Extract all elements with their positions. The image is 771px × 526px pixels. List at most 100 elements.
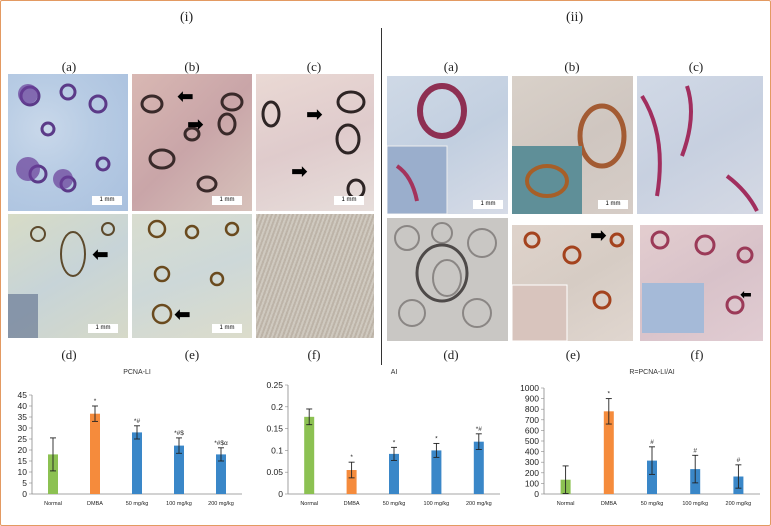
scale-bar: 1 mm: [598, 200, 628, 209]
scale-bar: 1 mm: [334, 196, 364, 205]
micrograph-i-b: ⬅ ➡ 1 mm: [132, 74, 252, 211]
y-tick-label: 25: [18, 434, 28, 444]
chart-title: PCNA-LI: [123, 369, 151, 376]
x-tick-label: Normal: [44, 501, 62, 507]
bar: [304, 416, 315, 494]
y-tick-label: 20: [18, 445, 28, 455]
y-tick-label: 100: [525, 478, 539, 488]
chart-title: AI: [391, 369, 398, 376]
micrograph-ii-a: 1 mm: [387, 76, 508, 214]
x-tick-label: 200 mg/kg: [208, 501, 234, 507]
micrograph-ii-d: [387, 218, 508, 341]
section-label-right: (ii): [566, 10, 584, 25]
significance-label: #: [737, 457, 741, 464]
significance-label: #: [693, 447, 697, 454]
scale-bar: 1 mm: [473, 200, 503, 209]
y-tick-label: 0.15: [266, 424, 283, 434]
y-tick-label: 40: [18, 401, 28, 411]
arrow-icon: ⬅: [174, 302, 191, 326]
chart-ratio: R=PCNA-LI/AI 0100200300400500600700800900…: [520, 369, 760, 507]
y-tick-label: 0: [22, 489, 27, 499]
bar: [216, 454, 226, 494]
chart-ai: AI 0 0.05 0.1 0.15 0.2 0.25 Normal * DMBA * 50 mg/k…: [266, 369, 500, 507]
y-tick-label: 35: [18, 412, 28, 422]
significance-label: *#$α: [214, 440, 228, 447]
panel-label-if: (f): [307, 347, 321, 362]
panel-label-ic: (c): [306, 59, 322, 74]
y-tick-label: 800: [525, 404, 539, 414]
x-tick-label: DMBA: [87, 501, 103, 507]
panel-label-iif: (f): [690, 347, 704, 362]
x-tick-label: 100 mg/kg: [166, 501, 192, 507]
arrow-icon: ⬅: [92, 242, 109, 266]
panel-label-ie: (e): [184, 347, 200, 362]
bar: [90, 413, 100, 494]
significance-label: *#: [134, 418, 141, 425]
x-tick-label: 100 mg/kg: [682, 501, 708, 507]
bar: [389, 453, 399, 494]
y-tick-label: 600: [525, 425, 539, 435]
micrograph-i-a: 1 mm: [8, 74, 128, 211]
panel-label-iid: (d): [443, 347, 459, 362]
x-tick-label: Normal: [300, 501, 318, 507]
x-tick-label: 200 mg/kg: [466, 501, 492, 507]
y-tick-label: 200: [525, 468, 539, 478]
y-tick-label: 700: [525, 415, 539, 425]
significance-label: *: [435, 435, 438, 442]
micrograph-ii-b: 1 mm: [512, 76, 633, 214]
y-tick-label: 15: [18, 456, 28, 466]
scale-bar: 1 mm: [212, 196, 242, 205]
x-tick-label: 50 mg/kg: [126, 501, 149, 507]
y-tick-label: 300: [525, 457, 539, 467]
panel-label-ia: (a): [61, 59, 77, 74]
significance-label: *: [608, 391, 611, 398]
x-tick-label: 100 mg/kg: [424, 501, 450, 507]
y-tick-label: 0.2: [271, 402, 283, 412]
panel-label-iie: (e): [565, 347, 581, 362]
y-tick-label: 5: [22, 478, 27, 488]
arrow-icon: ➡: [306, 102, 323, 126]
x-tick-label: DMBA: [344, 501, 360, 507]
significance-label: *: [94, 398, 97, 405]
micrograph-i-f: [256, 214, 374, 338]
panel-label-iib: (b): [564, 59, 580, 74]
y-tick-label: 400: [525, 447, 539, 457]
x-tick-label: DMBA: [601, 501, 617, 507]
y-tick-label: 0.25: [266, 380, 283, 390]
significance-label: *: [393, 439, 396, 446]
scale-bar: 1 mm: [92, 196, 122, 205]
y-tick-label: 0.05: [266, 467, 283, 477]
section-label-left: (i): [180, 10, 194, 25]
arrow-icon: ⬅: [740, 287, 752, 303]
scale-bar: 1 mm: [88, 324, 118, 333]
chart-title: R=PCNA-LI/AI: [629, 369, 674, 376]
bar: [431, 450, 442, 494]
bar: [473, 441, 484, 494]
y-tick-label: 10: [18, 467, 28, 477]
bar: [647, 460, 657, 494]
y-tick-label: 900: [525, 394, 539, 404]
x-tick-label: 50 mg/kg: [383, 501, 406, 507]
y-tick-label: 0: [534, 489, 539, 499]
significance-label: *#: [476, 426, 483, 433]
y-tick-label: 500: [525, 436, 539, 446]
x-tick-label: 50 mg/kg: [641, 501, 664, 507]
arrow-icon: ⬅: [177, 84, 194, 108]
micrograph-i-e: ⬅ 1 mm: [132, 214, 252, 338]
significance-label: #: [650, 439, 654, 446]
y-tick-label: 1000: [520, 383, 539, 393]
scale-bar: 1 mm: [212, 324, 242, 333]
bar: [603, 411, 614, 494]
panel-label-iia: (a): [443, 59, 459, 74]
micrograph-ii-f: ⬅: [640, 225, 763, 341]
micrograph-ii-c: [637, 76, 763, 214]
significance-label: *#$: [174, 430, 184, 437]
arrow-icon: ➡: [187, 112, 204, 136]
panel-label-ib: (b): [184, 59, 200, 74]
y-tick-label: 0: [278, 489, 283, 499]
x-tick-label: 200 mg/kg: [726, 501, 752, 507]
y-tick-label: 0.1: [271, 445, 283, 455]
panel-label-id: (d): [61, 347, 77, 362]
micrograph-ii-e: ➡: [512, 225, 633, 341]
